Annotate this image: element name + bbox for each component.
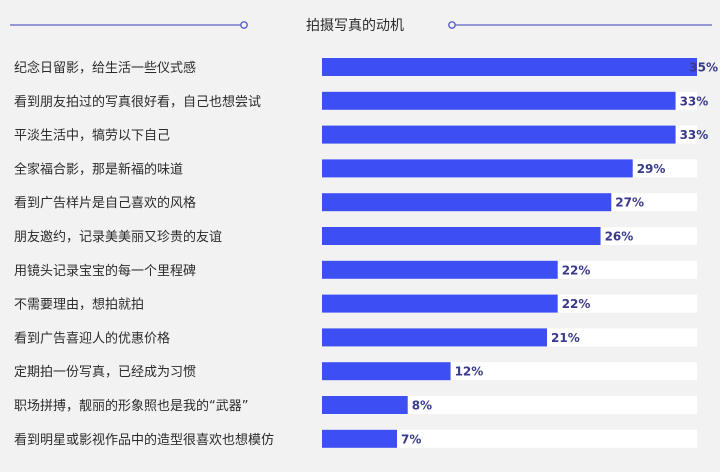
bar	[322, 159, 633, 178]
category-label: 定期拍一份写真，已经成为习惯	[14, 364, 196, 380]
value-label: 35%	[689, 61, 718, 75]
category-label: 看到朋友拍过的写真很好看，自己也想尝试	[14, 94, 261, 110]
value-label: 33%	[680, 94, 709, 108]
chart-title: 拍摄写真的动机	[306, 18, 404, 34]
title-dot-right	[448, 21, 456, 29]
bar-track	[322, 396, 697, 414]
bar	[322, 328, 547, 347]
category-label: 不需要理由，想拍就拍	[14, 297, 144, 313]
value-label: 26%	[605, 230, 634, 244]
chart-header: 拍摄写真的动机	[10, 18, 712, 34]
bar	[322, 429, 397, 448]
category-label: 职场拼搏，靓丽的形象照也是我的“武器”	[14, 398, 248, 414]
bar-rows: 纪念日留影，给生活一些仪式感 35% 看到朋友拍过的写真很好看，自己也想尝试 33% 平…	[14, 58, 718, 448]
value-label: 33%	[680, 128, 709, 142]
category-label: 全家福合影，那是新福的味道	[14, 161, 183, 177]
value-label: 7%	[401, 432, 421, 446]
value-label: 27%	[615, 196, 644, 210]
category-label: 用镜头记录宝宝的每一个里程碑	[14, 263, 196, 279]
bar	[322, 125, 676, 144]
bar	[322, 294, 558, 313]
bar	[322, 91, 676, 110]
category-label: 看到广告喜迎人的优惠价格	[14, 330, 170, 346]
bar	[322, 362, 451, 381]
category-label: 平淡生活中，犒劳以下自己	[14, 128, 170, 144]
category-label: 看到明星或影视作品中的造型很喜欢也想模仿	[14, 432, 274, 448]
value-label: 21%	[551, 331, 580, 345]
bar	[322, 193, 612, 212]
value-label: 12%	[455, 365, 484, 379]
bar-track	[322, 429, 697, 448]
title-dot-left	[240, 21, 248, 29]
category-label: 朋友邀约，记录美美丽又珍贵的友谊	[14, 229, 222, 245]
bar	[322, 58, 697, 76]
value-label: 22%	[562, 263, 591, 277]
bar	[322, 260, 558, 279]
value-label: 22%	[562, 297, 591, 311]
bar	[322, 396, 408, 414]
category-label: 看到广告样片是自己喜欢的风格	[14, 195, 196, 211]
bar	[322, 227, 601, 245]
category-label: 纪念日留影，给生活一些仪式感	[14, 60, 196, 76]
value-label: 29%	[637, 162, 666, 176]
value-label: 8%	[412, 399, 432, 413]
